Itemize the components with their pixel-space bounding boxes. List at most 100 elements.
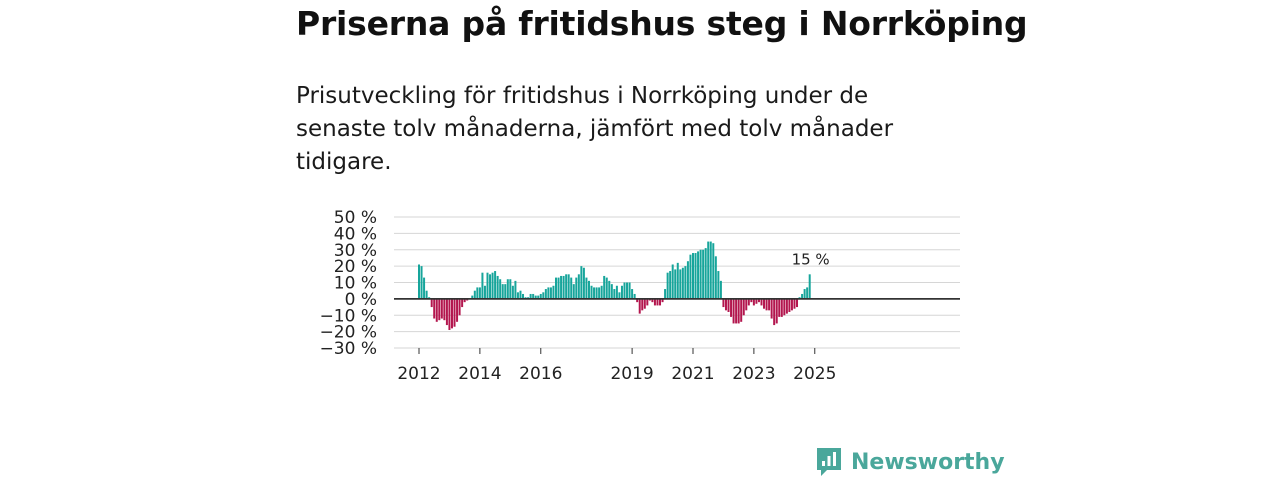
bar	[796, 298, 799, 308]
bar	[651, 298, 654, 303]
bar	[539, 293, 542, 299]
y-tick-label: 20 %	[334, 257, 377, 277]
bar	[585, 277, 588, 299]
bar	[476, 287, 479, 299]
bar	[740, 298, 743, 322]
bar	[801, 293, 804, 299]
bar	[742, 298, 745, 316]
bar	[516, 292, 519, 299]
bar	[529, 293, 532, 299]
bar	[440, 298, 443, 319]
bar	[697, 251, 700, 299]
bar	[618, 292, 621, 299]
bar	[780, 298, 783, 317]
bar	[745, 298, 748, 311]
bar	[577, 274, 580, 299]
newsworthy-logo-icon	[817, 448, 841, 476]
bar	[686, 261, 689, 299]
newsworthy-logo-text: Newsworthy	[851, 449, 1005, 475]
bar	[481, 272, 484, 299]
bar	[610, 284, 613, 299]
bar	[555, 277, 557, 299]
bar-series	[418, 241, 811, 330]
y-tick-label: 40 %	[334, 224, 377, 244]
bar	[803, 289, 806, 299]
bar	[724, 298, 727, 311]
bar	[504, 284, 507, 299]
bar	[489, 274, 492, 299]
bar	[456, 298, 459, 322]
bar	[656, 298, 659, 306]
bar	[732, 298, 735, 324]
bar	[511, 285, 514, 299]
bar	[450, 298, 453, 329]
bar	[666, 272, 669, 299]
chart-subtitle: Prisutveckling för fritidshus i Norrköpi…	[296, 83, 894, 175]
bar	[519, 290, 522, 299]
y-tick-label: −20 %	[320, 323, 377, 343]
bar	[778, 298, 781, 317]
bar	[750, 298, 753, 303]
chart-title: Priserna på fritidshus steg i Norrköping	[296, 4, 1028, 43]
bar	[598, 287, 601, 299]
bar	[773, 298, 776, 326]
bar	[575, 277, 578, 299]
y-tick-label: 10 %	[334, 274, 377, 294]
bar	[613, 289, 616, 299]
bar	[494, 271, 497, 299]
bar	[674, 269, 677, 299]
bar	[783, 298, 786, 316]
bar	[593, 287, 596, 299]
bar	[473, 290, 476, 299]
bar	[684, 266, 687, 299]
bar	[560, 275, 563, 299]
bar	[643, 298, 646, 309]
bar	[757, 298, 760, 303]
bar	[544, 289, 547, 299]
bar	[572, 284, 575, 299]
bar	[707, 241, 710, 299]
bar	[760, 298, 763, 306]
bar	[628, 282, 631, 299]
bar	[719, 280, 722, 299]
bar	[433, 298, 436, 319]
bar	[788, 298, 791, 312]
bar	[714, 256, 717, 299]
y-tick-label: −30 %	[320, 339, 377, 359]
bar	[735, 298, 738, 324]
bar	[661, 298, 664, 303]
x-tick-label: 2016	[519, 364, 562, 384]
x-tick-label: 2023	[732, 364, 775, 384]
bar	[679, 269, 682, 299]
bar	[532, 293, 535, 299]
bar	[712, 243, 715, 299]
bar	[425, 290, 428, 299]
bar	[565, 274, 568, 299]
bar	[435, 298, 438, 322]
bar	[580, 266, 583, 299]
bar	[699, 249, 702, 299]
bar	[641, 298, 644, 311]
x-axis: 2012 2014 2016 2019 2021 2023 2025	[397, 348, 836, 384]
bar	[615, 285, 618, 299]
bar	[631, 289, 634, 299]
bar	[793, 298, 796, 309]
bar	[808, 274, 811, 299]
bar	[763, 298, 766, 309]
bar	[595, 287, 598, 299]
bar	[600, 285, 603, 299]
bar	[501, 284, 504, 299]
bar	[542, 292, 545, 299]
bar	[752, 298, 755, 306]
bar	[463, 298, 466, 303]
bar	[747, 298, 750, 306]
bar	[506, 279, 509, 299]
bar	[443, 298, 446, 321]
bar	[423, 277, 426, 299]
bar	[806, 287, 809, 299]
bar	[483, 285, 486, 299]
bar	[478, 287, 481, 299]
bar	[445, 298, 448, 326]
bar	[669, 271, 672, 299]
bar	[552, 285, 555, 299]
